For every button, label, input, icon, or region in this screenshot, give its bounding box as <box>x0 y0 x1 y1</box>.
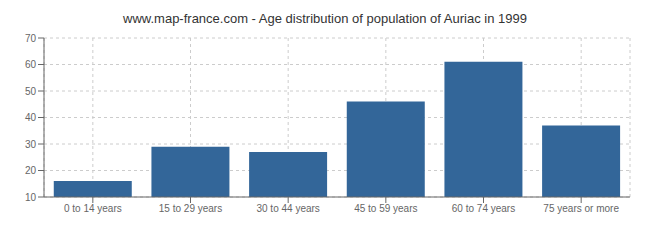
svg-text:70: 70 <box>25 33 37 44</box>
svg-text:40: 40 <box>25 112 37 123</box>
html-text:www.map-france.com - Age distr: www.map-france.com - Age distribution of… <box>123 11 527 26</box>
svg-text:30 to 44 years: 30 to 44 years <box>256 203 319 214</box>
svg-text:60 to 74 years: 60 to 74 years <box>452 203 515 214</box>
svg-text:75 years or more: 75 years or more <box>543 203 619 214</box>
svg-text:10: 10 <box>25 192 37 203</box>
svg-text:60: 60 <box>25 59 37 70</box>
svg-text:30: 30 <box>25 139 37 150</box>
svg-text:0 to 14 years: 0 to 14 years <box>64 203 122 214</box>
svg-text:20: 20 <box>25 165 37 176</box>
svg-text:50: 50 <box>25 86 37 97</box>
svg-text:15 to 29 years: 15 to 29 years <box>159 203 222 214</box>
svg-text:45 to 59 years: 45 to 59 years <box>354 203 417 214</box>
